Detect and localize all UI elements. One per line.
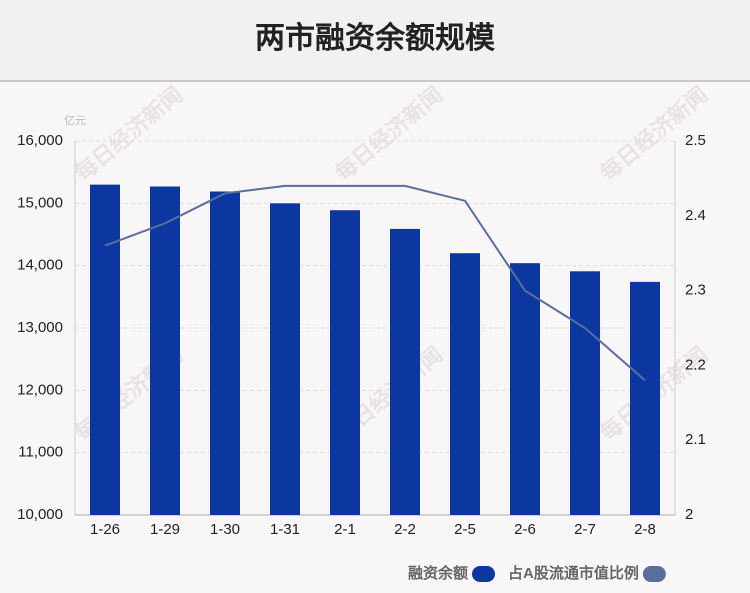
y-tick-label: 14,000 [17, 257, 63, 274]
bar [270, 203, 300, 516]
bar [630, 281, 660, 515]
bar [90, 184, 120, 515]
y-tick-label: 16,000 [17, 132, 63, 149]
x-tick-label: 2-8 [634, 521, 656, 538]
y-tick-label: 11,000 [18, 444, 63, 461]
bar [510, 263, 540, 515]
x-tick-label: 1-26 [90, 521, 120, 538]
y-tick-label: 10,000 [17, 506, 63, 523]
x-tick-label: 1-30 [210, 521, 240, 538]
x-tick-label: 2-5 [454, 521, 476, 538]
y-unit: 亿元 [64, 114, 86, 127]
watermark: 每日经济新闻 [70, 82, 187, 186]
bar [150, 186, 180, 515]
x-tick-label: 2-7 [574, 521, 596, 538]
x-tick-label: 2-1 [334, 521, 356, 538]
bar [330, 210, 360, 515]
y2-tick-label: 2.2 [685, 356, 706, 373]
bar [210, 191, 240, 516]
x-tick-label: 2-6 [514, 521, 536, 538]
bar [450, 253, 480, 515]
bar [390, 228, 420, 515]
y2-tick-label: 2.5 [685, 132, 706, 149]
legend-label: 占A股流通市值比例 [508, 564, 639, 582]
watermark: 每日经济新闻 [330, 82, 447, 186]
chart-title: 两市融资余额规模 [255, 21, 495, 55]
y2-tick-label: 2.1 [685, 431, 706, 448]
bar [570, 271, 600, 515]
y-tick-label: 15,000 [17, 194, 63, 211]
y2-tick-label: 2.4 [685, 207, 706, 224]
legend-swatch [642, 566, 666, 582]
header-bg [0, 0, 750, 81]
x-tick-label: 2-2 [394, 521, 416, 538]
y-tick-label: 13,000 [17, 319, 63, 336]
legend-label: 融资余额 [408, 564, 468, 582]
y-tick-label: 12,000 [17, 381, 63, 398]
x-tick-label: 1-31 [270, 521, 300, 538]
legend-swatch [472, 566, 496, 582]
x-tick-label: 1-29 [150, 521, 180, 538]
line [104, 184, 646, 382]
y2-tick-label: 2 [685, 506, 693, 523]
y2-tick-label: 2.3 [685, 282, 706, 299]
